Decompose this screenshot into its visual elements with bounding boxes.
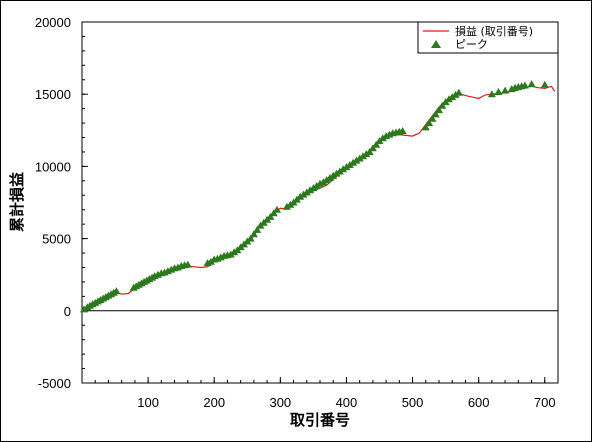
peak-marker xyxy=(501,86,510,94)
peak-marker xyxy=(266,212,275,220)
peak-marker xyxy=(428,114,437,122)
peak-marker xyxy=(322,176,331,184)
peak-marker xyxy=(448,93,457,101)
y-tick-label: 0 xyxy=(64,304,71,319)
peak-marker xyxy=(342,163,351,171)
peak-marker xyxy=(372,140,381,148)
peak-marker xyxy=(431,110,440,118)
peak-marker xyxy=(345,161,354,168)
legend-label-peak: ピーク xyxy=(455,38,488,51)
peak-marker xyxy=(352,156,361,164)
legend-box xyxy=(417,21,559,54)
peak-marker xyxy=(365,148,374,155)
peak-marker xyxy=(349,158,358,166)
peak-marker xyxy=(451,90,460,98)
peak-marker xyxy=(312,181,321,189)
peak-marker xyxy=(435,106,443,114)
peak-marker xyxy=(339,165,348,173)
x-tick-label: 400 xyxy=(336,395,358,410)
peak-marker xyxy=(282,202,291,210)
peak-marker xyxy=(325,174,334,181)
peak-marker xyxy=(362,150,371,158)
peak-marker xyxy=(425,119,434,127)
peak-marker xyxy=(302,188,311,196)
peak-marker xyxy=(494,88,503,95)
peak-marker xyxy=(230,248,239,256)
peak-marker xyxy=(299,190,308,198)
x-tick-label: 100 xyxy=(137,395,159,410)
x-tick-label: 300 xyxy=(269,395,291,410)
peak-marker xyxy=(487,90,496,98)
peak-marker xyxy=(296,192,305,200)
y-tick-label: -5000 xyxy=(38,376,71,391)
x-tick-label: 600 xyxy=(468,395,490,410)
peak-marker xyxy=(226,250,235,258)
y-tick-label: 5000 xyxy=(42,232,71,247)
peak-marker xyxy=(438,101,447,109)
peak-marker xyxy=(368,144,377,152)
peak-marker xyxy=(444,95,453,103)
x-axis-label: 取引番号 xyxy=(290,411,350,429)
peak-marker xyxy=(527,80,536,88)
peak-marker xyxy=(206,257,215,265)
peak-marker xyxy=(253,225,262,233)
y-axis-label: 累計損益 xyxy=(8,172,26,232)
peak-marker xyxy=(335,167,344,175)
peak-marker xyxy=(249,230,258,238)
legend: 損益 (取引番号) ピーク xyxy=(417,21,559,54)
legend-label-line: 損益 (取引番号) xyxy=(455,24,533,38)
peak-marker xyxy=(319,178,328,186)
peak-marker xyxy=(378,134,387,142)
y-tick-label: 15000 xyxy=(35,87,71,102)
peak-marker xyxy=(183,260,192,268)
peak-marker xyxy=(421,123,430,131)
peak-marker xyxy=(355,154,364,162)
x-tick-label: 700 xyxy=(534,395,556,410)
peak-marker xyxy=(273,205,281,213)
peak-marker xyxy=(112,287,121,295)
x-tick-label: 500 xyxy=(402,395,424,410)
legend-marker-swatch xyxy=(431,40,441,48)
peak-marker xyxy=(306,186,315,194)
peak-marker xyxy=(520,81,529,89)
plot-area xyxy=(81,21,559,384)
peak-marker xyxy=(309,184,318,192)
peak-marker xyxy=(269,209,278,217)
peak-marker xyxy=(359,152,367,160)
peak-marker xyxy=(246,234,255,242)
y-tick-label: 20000 xyxy=(35,15,71,30)
peak-marker xyxy=(398,127,407,134)
peak-marker xyxy=(332,169,341,177)
peak-marker xyxy=(540,80,549,88)
peak-marker xyxy=(454,88,463,96)
peak-marker xyxy=(80,305,88,313)
peak-marker xyxy=(286,200,295,208)
peak-marker xyxy=(329,171,338,179)
y-tick-label: 10000 xyxy=(35,159,71,174)
x-tick-label: 200 xyxy=(203,395,225,410)
